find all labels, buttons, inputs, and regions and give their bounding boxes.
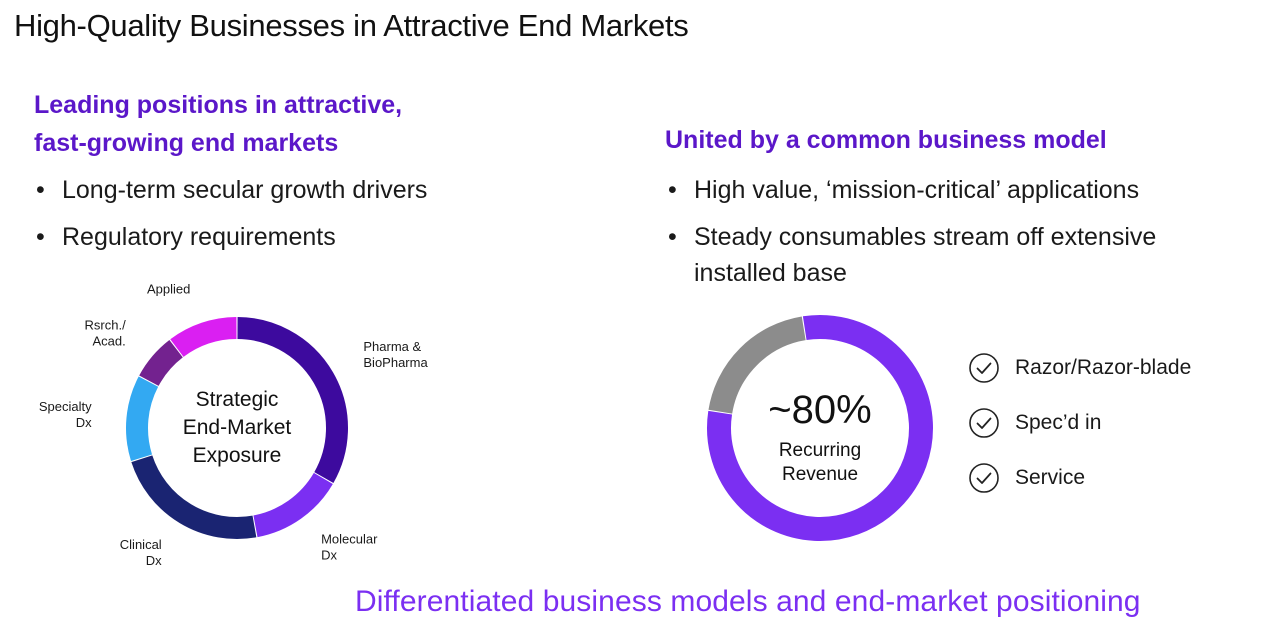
slice-label: Molecular: [321, 531, 378, 546]
donut-center-text: Exposure: [193, 444, 282, 467]
donut-slice: [126, 376, 159, 461]
footer-tagline: Differentiated business models and end-m…: [355, 585, 1141, 618]
slice-label: Dx: [76, 415, 92, 430]
check-item: Service: [968, 450, 1191, 505]
donut-slice: [131, 455, 257, 539]
check-label: Service: [1015, 465, 1086, 489]
bullet-text: Long-term secular growth drivers: [62, 176, 428, 204]
bullet-text-continued: installed base: [694, 259, 847, 287]
right-bullet-list: • High value, ‘mission-critical’ applicat…: [664, 172, 1244, 302]
slice-label: Pharma &: [363, 339, 421, 354]
bullet-text: Steady consumables stream off extensive: [694, 223, 1157, 251]
right-bullet-item: • Steady consumables stream off extensive…: [664, 219, 1244, 291]
end-market-exposure-donut: Pharma &BioPharmaMolecularDxClinicalDxSp…: [39, 282, 429, 568]
slice-label: Rsrch./: [85, 318, 127, 333]
slice-label: BioPharma: [363, 355, 428, 370]
bullet-text: High value, ‘mission-critical’ applicati…: [694, 176, 1140, 204]
donut-center-text: Strategic: [196, 388, 279, 411]
slice-label: Acad.: [92, 334, 125, 349]
donut-slice: [237, 317, 348, 483]
slice-label: Clinical: [120, 537, 162, 552]
check-circle-icon: [969, 462, 999, 493]
donut-slice: [707, 315, 933, 541]
slice-label: Applied: [147, 282, 190, 297]
slice-label: Dx: [146, 553, 162, 568]
donut-center-text: End-Market: [183, 416, 292, 439]
check-item: Razor/Razor-blade: [968, 340, 1191, 395]
bullet-icon: •: [36, 223, 45, 251]
business-model-checklist: Razor/Razor-blade Spec’d in Service: [968, 340, 1191, 505]
left-heading-line2: fast-growing end markets: [34, 129, 339, 157]
donut-center-text: Recurring: [779, 440, 861, 461]
bullet-icon: •: [668, 223, 677, 251]
check-item: Spec’d in: [968, 395, 1191, 450]
page-title: High-Quality Businesses in Attractive En…: [14, 8, 689, 43]
left-heading-line1: Leading positions in attractive,: [34, 91, 403, 119]
left-bullet-item: • Long-term secular growth drivers: [32, 172, 552, 208]
slice-label: Dx: [321, 547, 337, 562]
donut-slice: [708, 316, 806, 414]
donut-slice: [253, 472, 333, 538]
check-label: Razor/Razor-blade: [1015, 355, 1192, 379]
recurring-revenue-donut: ~80% Recurring Revenue: [707, 315, 933, 541]
check-circle-icon: [969, 352, 999, 383]
donut-slice: [170, 317, 237, 358]
left-bullet-item: • Regulatory requirements: [32, 219, 552, 255]
right-bullet-item: • High value, ‘mission-critical’ applicat…: [664, 172, 1244, 208]
bullet-icon: •: [668, 176, 677, 204]
check-label: Spec’d in: [1015, 410, 1102, 434]
left-heading: Leading positions in attractive, fast-gr…: [34, 86, 402, 162]
left-bullet-list: • Long-term secular growth drivers • Regul…: [32, 172, 552, 266]
bullet-icon: •: [36, 176, 45, 204]
right-heading: United by a common business model: [665, 126, 1107, 154]
check-circle-icon: [969, 407, 999, 438]
donut-center-text: Revenue: [782, 464, 858, 485]
slice-label: Specialty: [39, 399, 92, 414]
donut-center-text: ~80%: [768, 388, 871, 432]
bullet-text: Regulatory requirements: [62, 223, 336, 251]
donut-slice: [139, 339, 184, 387]
